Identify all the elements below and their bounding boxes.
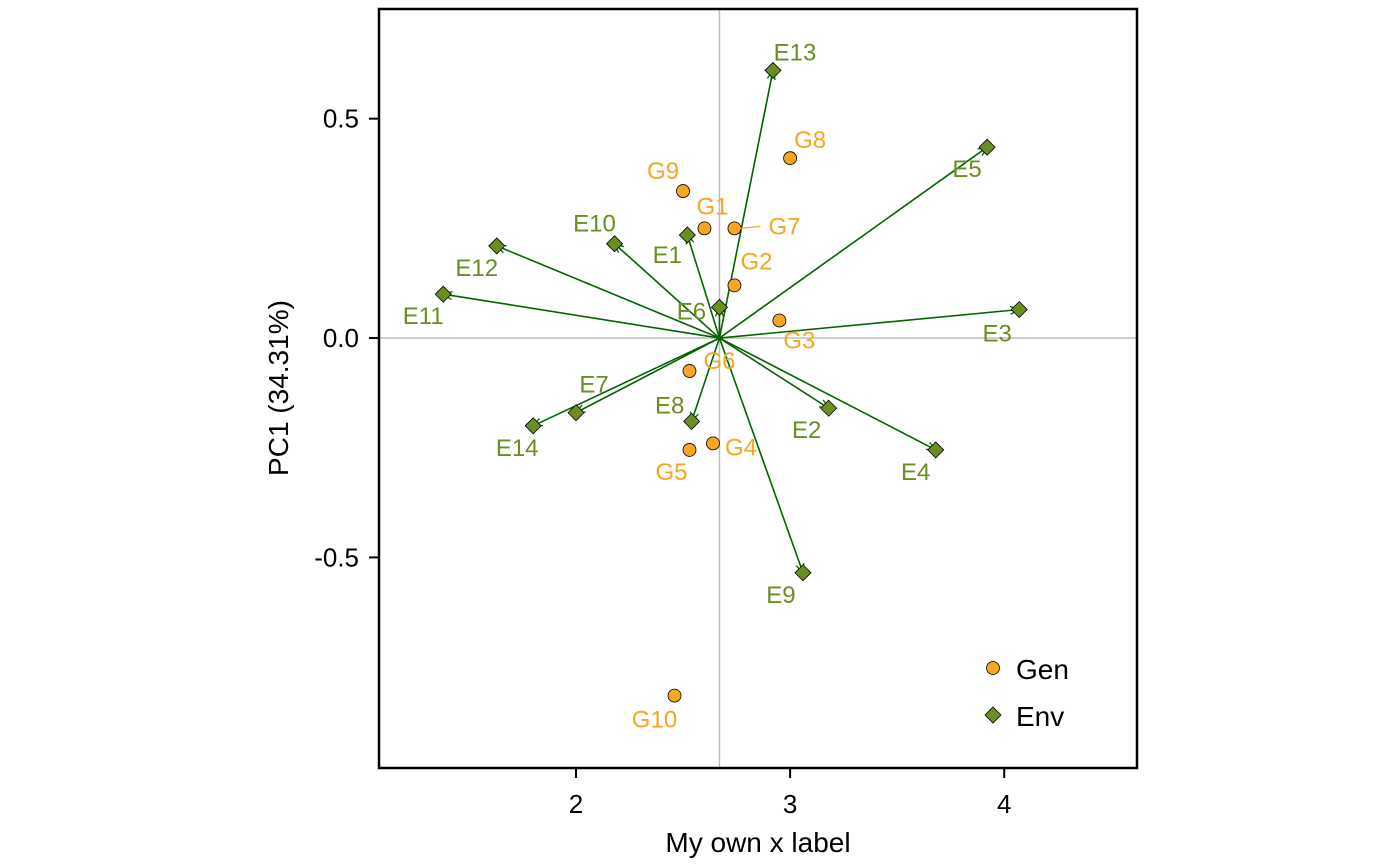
legend-env-marker — [984, 706, 1002, 724]
point-e13 — [764, 61, 782, 79]
point-e2 — [820, 399, 838, 417]
point-e3 — [1010, 300, 1028, 319]
point-e1 — [678, 226, 696, 244]
point-g5 — [682, 443, 697, 457]
label-e6: E6 — [677, 298, 706, 325]
y-tick-label: 0.0 — [323, 323, 359, 353]
point-e8 — [683, 412, 701, 430]
label-g4: G4 — [725, 434, 757, 461]
point-e14 — [524, 417, 542, 435]
y-tick-label: -0.5 — [314, 542, 359, 572]
x-tick-label: 2 — [569, 789, 583, 819]
point-e4 — [927, 441, 945, 459]
x-tick-label: 4 — [997, 789, 1011, 819]
label-g5: G5 — [655, 459, 687, 486]
label-e8: E8 — [655, 392, 684, 419]
label-e1: E1 — [653, 242, 682, 269]
point-labels: G1 G2 G3 G4 G5 G6 G7 G8 G9 G10 E1 E2 E3 E4 E5 E6 E7 E8 E9 E… — [403, 39, 1012, 733]
vector-e14 — [533, 337, 720, 427]
label-g3: G3 — [783, 327, 815, 354]
point-g9 — [676, 184, 690, 198]
point-e5 — [978, 138, 996, 156]
vector-e12 — [497, 246, 720, 339]
vector-e10 — [615, 244, 720, 339]
point-g3 — [772, 313, 787, 328]
label-e13: E13 — [774, 39, 817, 66]
label-e11: E11 — [403, 303, 444, 330]
label-e9: E9 — [766, 582, 795, 609]
label-g2: G2 — [740, 248, 772, 275]
x-axis-title: My own x label — [665, 827, 850, 858]
label-g6: G6 — [703, 348, 735, 375]
reference-lines — [379, 9, 1137, 768]
label-e5: E5 — [952, 156, 981, 183]
point-g6 — [682, 364, 697, 378]
vector-e1 — [687, 235, 721, 339]
plot-frame — [377, 7, 1139, 770]
vector-e11 — [443, 294, 720, 339]
label-g9: G9 — [647, 158, 679, 185]
label-e12: E12 — [455, 255, 498, 282]
point-g10 — [667, 688, 682, 703]
vector-e5 — [718, 147, 987, 339]
point-e12 — [488, 237, 506, 255]
point-e9 — [794, 564, 812, 582]
vector-e7 — [576, 337, 720, 413]
point-e6 — [710, 298, 729, 316]
vector-e8 — [692, 337, 721, 421]
point-e11 — [434, 285, 452, 303]
label-e14: E14 — [496, 435, 539, 462]
point-g1 — [697, 221, 712, 236]
point-g4 — [706, 436, 720, 451]
legend-env-label: Env — [1016, 701, 1064, 732]
label-leader-g7 — [740, 225, 761, 229]
vector-e13 — [718, 70, 773, 339]
label-e3: E3 — [983, 321, 1012, 348]
environment-vectors — [443, 70, 1019, 572]
vector-e2 — [719, 337, 828, 408]
point-e7 — [567, 404, 585, 422]
label-e7: E7 — [579, 372, 608, 399]
label-g8: G8 — [794, 127, 826, 154]
vector-e3 — [719, 310, 1019, 339]
point-g2 — [727, 278, 742, 293]
label-e4: E4 — [901, 459, 930, 486]
point-g8 — [783, 151, 798, 166]
label-g7: G7 — [768, 213, 800, 240]
vector-e9 — [718, 337, 803, 573]
label-e10: E10 — [573, 211, 616, 238]
legend-gen-marker — [986, 661, 1000, 675]
point-g7 — [727, 221, 742, 236]
x-tick-label: 3 — [783, 789, 797, 819]
legend-gen-label: Gen — [1016, 654, 1069, 685]
point-e10 — [605, 235, 624, 253]
data-points — [434, 61, 1028, 703]
label-g10: G10 — [632, 707, 677, 734]
y-tick-label: 0.5 — [323, 104, 359, 134]
vector-e4 — [719, 337, 935, 450]
axes: 2 3 4 0.5 0.0 -0.5 — [314, 104, 1011, 819]
legend: Gen Env — [984, 654, 1069, 732]
label-e2: E2 — [792, 417, 821, 444]
label-g1: G1 — [696, 193, 728, 220]
y-axis-title: PC1 (34.31%) — [263, 300, 294, 476]
